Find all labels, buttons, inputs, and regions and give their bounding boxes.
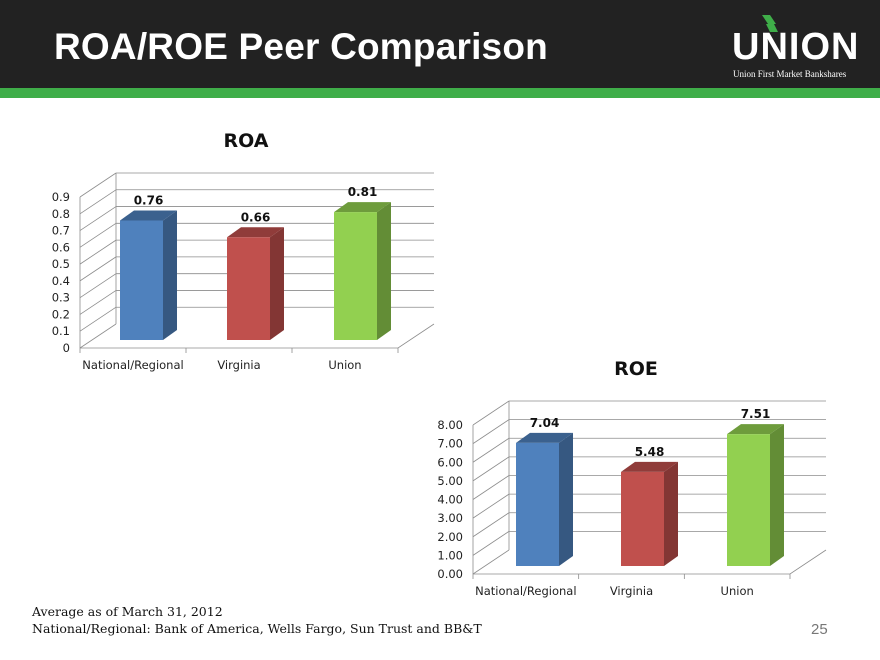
logo-leaf-icon <box>762 15 778 32</box>
roa-side-gridline <box>79 273 117 298</box>
roe-category-label: Union <box>721 584 754 598</box>
roa-y-tick-label: 0.5 <box>52 257 70 271</box>
roa-data-label: 0.66 <box>241 210 271 224</box>
roa-category-label: Virginia <box>217 358 260 372</box>
roa-bar-side <box>270 227 284 340</box>
page-number: 25 <box>811 621 828 638</box>
roa-side-gridline <box>79 323 117 349</box>
logo-tagline: Union First Market Bankshares <box>733 69 847 79</box>
roa-side-gridline <box>79 306 117 332</box>
roa-bar-side <box>377 202 391 340</box>
roe-data-label: 5.48 <box>635 445 665 459</box>
roa-y-tick-label: 0.8 <box>52 207 70 221</box>
roe-y-tick-label: 1.00 <box>437 548 463 562</box>
roa-bar-side <box>163 210 177 340</box>
roe-bar-top <box>516 432 573 443</box>
roa-bar <box>120 220 163 340</box>
logo-wordmark: UNION <box>732 26 860 68</box>
roa-y-tick-label: 0.4 <box>52 274 70 288</box>
roe-bar <box>621 471 664 566</box>
roa-bar-top <box>334 202 391 213</box>
roe-side-gridline <box>472 437 510 463</box>
roa-category-label: Union <box>328 358 361 372</box>
roa-side-gridline <box>79 172 117 198</box>
roe-bar-side <box>664 461 678 566</box>
roe-y-tick-label: 8.00 <box>437 418 463 432</box>
roa-side-gridline <box>79 223 117 248</box>
roa-chart-title: ROA <box>223 130 269 152</box>
footnote-peers: National/Regional: Bank of America, Well… <box>32 621 482 636</box>
roa-side-gridline <box>79 189 117 215</box>
roe-bar-side <box>770 424 784 566</box>
header-bar <box>0 0 880 88</box>
roe-bar-side <box>559 432 573 566</box>
roe-category-label: Virginia <box>610 584 653 598</box>
roa-data-label: 0.76 <box>134 193 164 207</box>
union-logo: UNION Union First Market Bankshares <box>720 12 870 82</box>
roa-y-tick-label: 0.1 <box>52 324 70 338</box>
roe-side-gridline <box>472 493 510 519</box>
roe-side-gridline <box>472 419 510 444</box>
roe-side-gridline <box>472 531 510 556</box>
roa-side-gridline <box>79 239 117 265</box>
roe-side-gridline <box>472 475 510 500</box>
roe-y-tick-label: 2.00 <box>437 530 463 544</box>
roe-data-label: 7.51 <box>741 407 771 421</box>
roe-y-tick-label: 4.00 <box>437 493 463 507</box>
roa-y-tick-label: 0.3 <box>52 291 70 305</box>
roa-y-tick-label: 0.9 <box>52 190 70 204</box>
roe-y-tick-label: 5.00 <box>437 474 463 488</box>
roe-chart-title: ROE <box>614 358 658 380</box>
roe-bar <box>727 434 770 566</box>
roa-y-tick-label: 0 <box>63 341 70 355</box>
slide-title: ROA/ROE Peer Comparison <box>54 26 548 67</box>
roe-bar-top <box>621 461 678 472</box>
roa-bar-top <box>227 227 284 238</box>
roe-side-gridline <box>472 549 510 575</box>
roa-side-gridline <box>79 290 117 315</box>
roa-y-tick-label: 0.6 <box>52 240 70 254</box>
roe-y-tick-label: 0.00 <box>437 567 463 581</box>
roa-side-gridline <box>79 206 117 231</box>
footnote-date: Average as of March 31, 2012 <box>32 604 223 619</box>
roa-side-gridline <box>79 256 117 282</box>
roa-data-label: 0.81 <box>348 185 378 199</box>
roa-category-label: National/Regional <box>82 358 183 372</box>
roe-data-label: 7.04 <box>530 416 560 430</box>
header-accent-stripe <box>0 88 880 98</box>
roa-bar <box>227 237 270 340</box>
roa-bar <box>334 212 377 340</box>
roe-bar-top <box>727 424 784 435</box>
roe-y-tick-label: 7.00 <box>437 437 463 451</box>
roe-y-tick-label: 3.00 <box>437 511 463 525</box>
roa-y-tick-label: 0.2 <box>52 307 70 321</box>
roa-bar-top <box>120 210 177 221</box>
roe-bar <box>516 442 559 566</box>
roe-y-tick-label: 6.00 <box>437 455 463 469</box>
roe-side-gridline <box>472 400 510 426</box>
roe-category-label: National/Regional <box>475 584 576 598</box>
roa-y-tick-label: 0.7 <box>52 224 70 238</box>
roe-side-gridline <box>472 512 510 538</box>
roe-side-gridline <box>472 456 510 482</box>
